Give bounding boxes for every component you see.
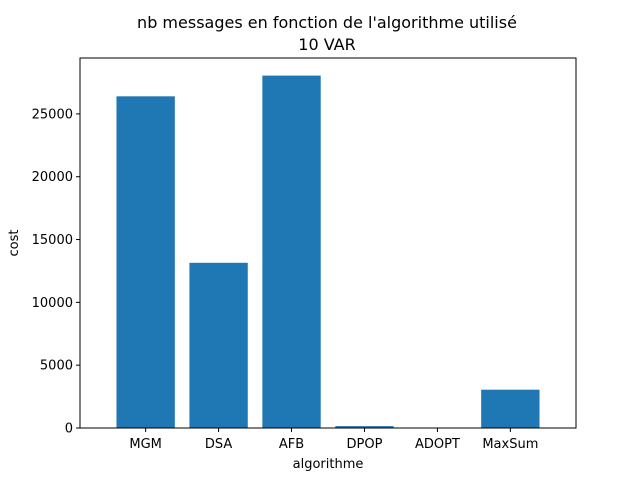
x-axis-label: algorithme (293, 457, 364, 472)
chart-subtitle: 10 VAR (298, 35, 355, 54)
chart-title: nb messages en fonction de l'algorithme … (137, 13, 517, 32)
y-tick-label: 10000 (32, 296, 73, 311)
plot-frame (79, 57, 577, 429)
y-tick-label: 15000 (32, 233, 73, 248)
x-tick-label: AFB (279, 437, 304, 452)
y-tick-label: 0 (65, 422, 73, 437)
bar-afb (262, 75, 321, 428)
x-tick-label: MaxSum (482, 437, 538, 452)
y-axis-ticks: 0 5000 10000 15000 20000 25000 (32, 107, 80, 437)
y-tick-label: 25000 (32, 107, 73, 122)
x-tick-label: ADOPT (415, 437, 460, 452)
bars-group (116, 75, 540, 428)
y-tick-label: 20000 (32, 170, 73, 185)
x-tick-label: MGM (129, 437, 162, 452)
y-axis-label: cost (7, 230, 22, 257)
y-tick-label: 5000 (40, 359, 73, 374)
bar-dsa (189, 262, 248, 428)
x-tick-label: DSA (205, 437, 233, 452)
x-tick-label: DPOP (347, 437, 383, 452)
x-axis-ticks: MGM DSA AFB DPOP ADOPT MaxSum (129, 428, 538, 452)
bar-mgm (116, 96, 175, 428)
bar-maxsum (481, 389, 540, 428)
bar-dpop (335, 426, 394, 428)
